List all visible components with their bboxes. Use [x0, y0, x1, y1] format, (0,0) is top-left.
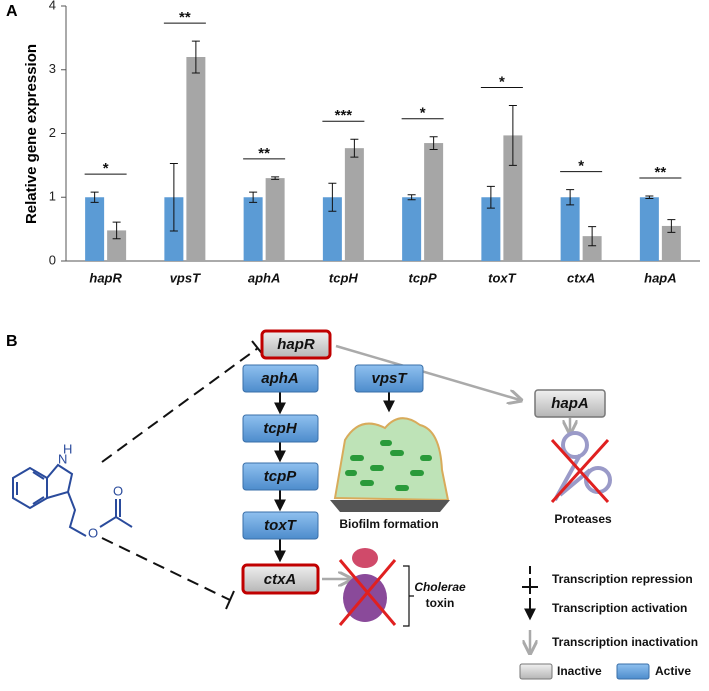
bar	[424, 143, 444, 261]
bar	[265, 178, 285, 261]
bar	[107, 230, 127, 261]
node-label: ctxA	[264, 571, 297, 588]
atom-label: H	[63, 441, 72, 456]
biofilm-illustration: Biofilm formation	[330, 417, 450, 531]
x-tick-label: aphA	[248, 270, 281, 285]
bar	[344, 148, 364, 261]
protease-illustration: Proteases	[550, 431, 612, 526]
error-bar	[350, 138, 359, 158]
bar	[503, 135, 523, 261]
bar	[481, 197, 501, 261]
node-label: hapA	[551, 395, 589, 412]
error-bar	[271, 176, 280, 180]
error-bar	[90, 191, 99, 203]
atom-label: O	[88, 525, 98, 540]
molecule: N H O O	[12, 441, 133, 540]
legend-label: Active	[655, 664, 691, 678]
bar	[402, 197, 422, 261]
legend-label: Transcription inactivation	[552, 635, 698, 649]
bar-chart: 01234hapR*vpsT**aphA**tcpH***tcpP*toxT*c…	[49, 0, 700, 285]
y-tick-label: 2	[49, 125, 56, 140]
x-tick-label: tcpP	[409, 270, 438, 285]
bar	[560, 197, 580, 261]
significance-label: *	[420, 105, 426, 122]
proteases-label: Proteases	[554, 512, 612, 526]
node-label: toxT	[264, 517, 298, 534]
nodes: hapR hapA aphA tcpH tcpP toxT ctxA vpsT	[241, 329, 606, 595]
error-bar	[328, 182, 337, 212]
error-bar	[486, 185, 495, 209]
x-tick-label: hapA	[644, 270, 677, 285]
toxin-illustration: Cholerae toxin	[338, 548, 466, 626]
significance-label: **	[179, 9, 191, 26]
significance-label: **	[655, 164, 667, 181]
error-bar	[169, 162, 178, 232]
node-label: tcpH	[263, 420, 298, 437]
x-tick-label: toxT	[488, 270, 517, 285]
connectors	[101, 340, 570, 627]
panel-label: B	[6, 333, 18, 350]
legend-label: Transcription activation	[552, 601, 687, 615]
x-tick-label: vpsT	[170, 270, 201, 285]
legend: Transcription repression Transcription a…	[519, 566, 698, 680]
error-bar	[407, 194, 416, 201]
x-tick-label: tcpH	[329, 270, 359, 285]
bar	[186, 57, 206, 261]
y-tick-label: 1	[49, 189, 56, 204]
node-label: vpsT	[371, 370, 408, 387]
legend-label: Inactive	[557, 664, 602, 678]
bar	[243, 197, 263, 261]
error-bar	[249, 191, 258, 203]
bar	[661, 225, 681, 261]
y-tick-label: 0	[49, 252, 56, 267]
significance-label: *	[578, 158, 584, 175]
error-bar	[112, 221, 121, 240]
toxin-label: Cholerae	[414, 580, 466, 594]
bar	[322, 197, 342, 261]
legend-label: Transcription repression	[552, 572, 693, 586]
bar	[582, 236, 602, 261]
error-bar	[508, 104, 517, 166]
toxin-label: toxin	[426, 596, 455, 610]
x-tick-label: hapR	[89, 270, 122, 285]
y-tick-label: 4	[49, 0, 56, 12]
y-axis-label: Relative gene expression	[23, 44, 40, 224]
x-tick-label: ctxA	[567, 270, 595, 285]
error-bar	[566, 189, 575, 206]
significance-label: *	[103, 160, 109, 177]
node-label: hapR	[277, 336, 315, 353]
node-label: tcpP	[264, 468, 298, 485]
error-bar	[588, 226, 597, 247]
atom-label: N	[58, 451, 67, 466]
bar	[85, 197, 105, 261]
significance-label: **	[258, 145, 270, 162]
significance-label: ***	[335, 107, 353, 124]
y-tick-label: 3	[49, 61, 56, 76]
atom-label: O	[113, 483, 123, 498]
significance-label: *	[499, 73, 505, 90]
error-bar	[645, 195, 654, 200]
node-label: aphA	[261, 370, 299, 387]
panel-label: A	[6, 3, 18, 20]
error-bar	[667, 219, 676, 233]
bar	[639, 197, 659, 261]
error-bar	[429, 136, 438, 150]
biofilm-label: Biofilm formation	[339, 517, 438, 531]
error-bar	[191, 40, 200, 74]
